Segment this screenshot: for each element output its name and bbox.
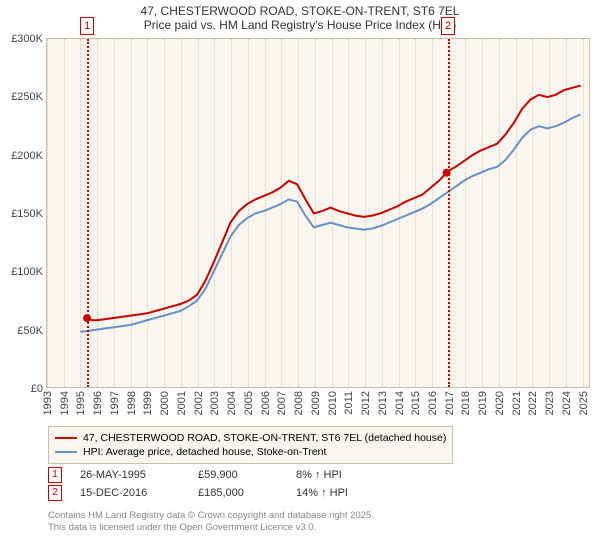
x-tick-label: 2003 <box>209 391 221 415</box>
x-tick-label: 2025 <box>578 391 590 415</box>
x-tick-label: 2014 <box>394 391 406 415</box>
footer-attribution: Contains HM Land Registry data © Crown c… <box>48 510 374 535</box>
marker-dashed-line <box>448 39 450 387</box>
x-tick-label: 1994 <box>59 391 71 415</box>
x-tick-label: 2012 <box>360 391 372 415</box>
x-tick-label: 1997 <box>109 391 121 415</box>
sale-row: 2 15-DEC-2016 £185,000 14% ↑ HPI <box>48 484 376 502</box>
x-tick-label: 2002 <box>193 391 205 415</box>
x-tick-label: 2024 <box>561 391 573 415</box>
x-tick-label: 2017 <box>444 391 456 415</box>
x-tick-label: 2018 <box>460 391 472 415</box>
legend-swatch <box>55 437 77 439</box>
marker-dashed-line <box>87 39 89 387</box>
title-line-1: 47, CHESTERWOOD ROAD, STOKE-ON-TRENT, ST… <box>0 0 600 18</box>
sales-table: 1 26-MAY-1995 £59,900 8% ↑ HPI 2 15-DEC-2016 £… <box>48 466 376 502</box>
sale-row: 1 26-MAY-1995 £59,900 8% ↑ HPI <box>48 466 376 484</box>
x-tick-label: 1996 <box>92 391 104 415</box>
x-tick-label: 1993 <box>42 391 54 415</box>
x-tick-label: 2020 <box>494 391 506 415</box>
chart-container: 47, CHESTERWOOD ROAD, STOKE-ON-TRENT, ST… <box>0 0 600 560</box>
x-tick-label: 1999 <box>142 391 154 415</box>
legend-row: HPI: Average price, detached house, Stok… <box>55 445 446 459</box>
x-tick-label: 2008 <box>293 391 305 415</box>
legend-label: HPI: Average price, detached house, Stok… <box>83 446 326 458</box>
y-tick-label: £100K <box>11 266 43 278</box>
sale-date: 15-DEC-2016 <box>80 487 180 499</box>
x-tick-label: 2005 <box>243 391 255 415</box>
x-tick-label: 2000 <box>159 391 171 415</box>
sale-hpi: 8% ↑ HPI <box>296 469 376 481</box>
sale-marker: 2 <box>48 485 62 501</box>
x-tick-label: 2016 <box>427 391 439 415</box>
y-tick-label: £50K <box>17 325 43 337</box>
x-tick-label: 2004 <box>226 391 238 415</box>
marker-box: 1 <box>80 17 94 35</box>
y-tick-label: £250K <box>11 91 43 103</box>
y-tick-label: £200K <box>11 150 43 162</box>
x-tick-label: 2019 <box>477 391 489 415</box>
x-tick-label: 2010 <box>327 391 339 415</box>
marker-box: 2 <box>441 17 455 35</box>
plot-area: £0£50K£100K£150K£200K£250K£300K199319941… <box>46 38 590 388</box>
sale-date: 26-MAY-1995 <box>80 469 180 481</box>
x-tick-label: 2015 <box>410 391 422 415</box>
legend: 47, CHESTERWOOD ROAD, STOKE-ON-TRENT, ST… <box>48 426 453 464</box>
x-tick-label: 1998 <box>126 391 138 415</box>
series-line <box>80 115 580 332</box>
x-tick-label: 2009 <box>310 391 322 415</box>
x-tick-label: 2021 <box>511 391 523 415</box>
x-tick-label: 2001 <box>176 391 188 415</box>
x-tick-label: 1995 <box>75 391 87 415</box>
sale-marker: 1 <box>48 467 62 483</box>
sale-hpi: 14% ↑ HPI <box>296 487 376 499</box>
line-series-svg <box>47 39 589 388</box>
sale-price: £185,000 <box>198 487 278 499</box>
x-tick-label: 2006 <box>260 391 272 415</box>
x-tick-label: 2022 <box>527 391 539 415</box>
y-tick-label: £300K <box>11 33 43 45</box>
footer-line-1: Contains HM Land Registry data © Crown c… <box>48 510 374 522</box>
y-tick-label: £150K <box>11 208 43 220</box>
x-tick-label: 2007 <box>276 391 288 415</box>
x-tick-label: 2013 <box>377 391 389 415</box>
series-line <box>87 86 581 321</box>
x-tick-label: 2011 <box>343 391 355 415</box>
legend-label: 47, CHESTERWOOD ROAD, STOKE-ON-TRENT, ST… <box>83 432 446 444</box>
sale-price: £59,900 <box>198 469 278 481</box>
footer-line-2: This data is licensed under the Open Gov… <box>48 522 374 534</box>
x-tick-label: 2023 <box>544 391 556 415</box>
legend-row: 47, CHESTERWOOD ROAD, STOKE-ON-TRENT, ST… <box>55 431 446 445</box>
legend-swatch <box>55 451 77 453</box>
